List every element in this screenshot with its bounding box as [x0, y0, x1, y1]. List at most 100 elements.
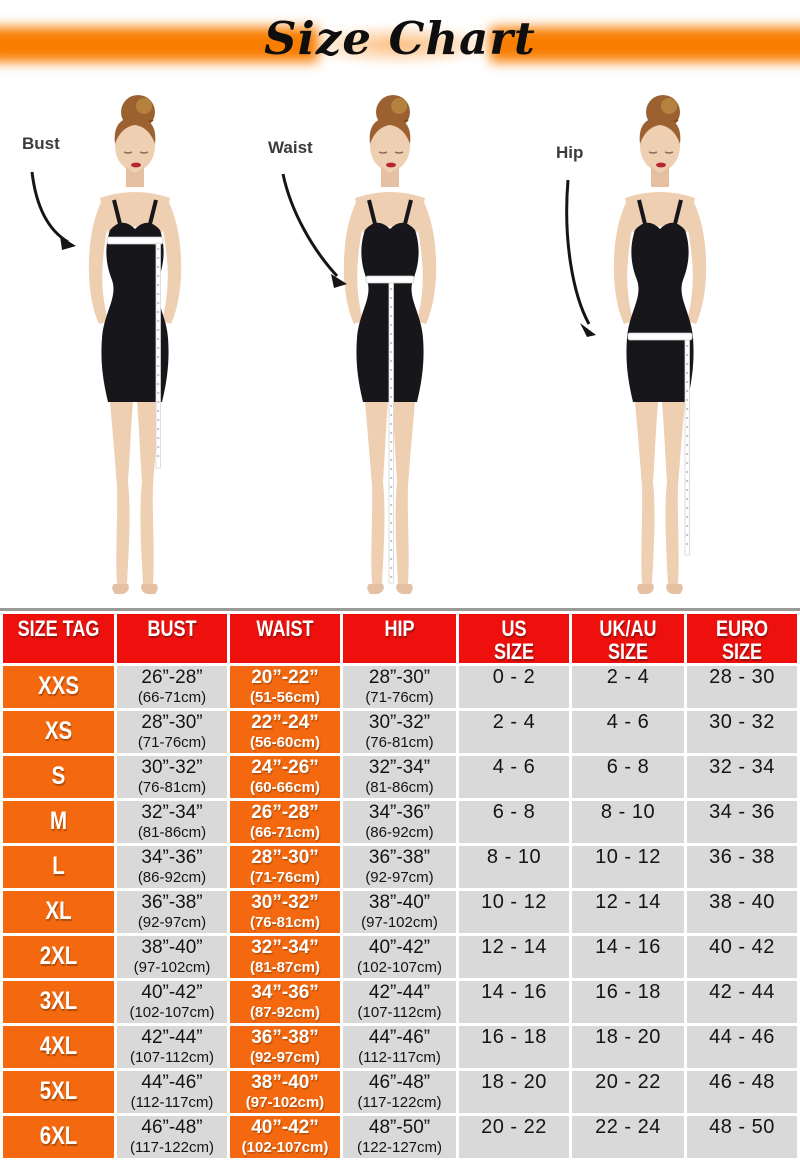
us-size-cell: 6 - 8: [459, 801, 569, 843]
us-size-value: 18 - 20: [481, 1071, 547, 1093]
bust-label: Bust: [22, 134, 60, 153]
uk-au-size-cell: 22 - 24: [572, 1116, 684, 1158]
bust-arrow: [30, 171, 76, 250]
hip-arrow: [565, 179, 596, 337]
waist-cell: 22”-24” (56-60cm): [230, 711, 340, 753]
euro-size-cell: 32 - 34: [687, 756, 797, 798]
size-tag-label: XXS: [37, 672, 80, 700]
table-row: M 32”-34” (81-86cm) 26”-28” (66-71cm) 34…: [3, 801, 797, 843]
waist-cm-value: (60-66cm): [249, 779, 321, 796]
uk-au-size-value: 16 - 18: [595, 981, 661, 1003]
us-size-value: 4 - 6: [492, 756, 536, 778]
euro-size-cell: 44 - 46: [687, 1026, 797, 1068]
waist-measuring-tape: [365, 275, 415, 584]
us-size-value: 20 - 22: [481, 1116, 547, 1138]
hip-cm-value: (71-76cm): [365, 689, 434, 706]
hip-cell: 38”-40” (97-102cm): [343, 891, 456, 933]
hip-inches-value: 48”-50”: [368, 1117, 431, 1138]
size-tag-label: XS: [44, 717, 73, 745]
us-size-cell: 2 - 4: [459, 711, 569, 753]
uk-au-size-cell: 16 - 18: [572, 981, 684, 1023]
size-tag-cell: XL: [3, 891, 114, 933]
size-tag-cell: L: [3, 846, 114, 888]
euro-size-value: 28 - 30: [709, 666, 775, 688]
hip-inches-value: 38”-40”: [368, 892, 431, 913]
bust-cell: 36”-38” (92-97cm): [117, 891, 227, 933]
hip-inches-value: 44”-46”: [368, 1027, 431, 1048]
us-size-cell: 10 - 12: [459, 891, 569, 933]
hip-inches-value: 46”-48”: [368, 1072, 431, 1093]
waist-inches-value: 34”-36”: [251, 982, 319, 1003]
header-waist: WAIST: [230, 614, 340, 663]
uk-au-size-cell: 14 - 16: [572, 936, 684, 978]
uk-au-size-cell: 8 - 10: [572, 801, 684, 843]
table-row: 2XL 38”-40” (97-102cm) 32”-34” (81-87cm)…: [3, 936, 797, 978]
euro-size-value: 32 - 34: [709, 756, 775, 778]
hip-cell: 40”-42” (102-107cm): [343, 936, 456, 978]
size-tag-cell: XS: [3, 711, 114, 753]
uk-au-size-value: 22 - 24: [595, 1116, 661, 1138]
uk-au-size-cell: 10 - 12: [572, 846, 684, 888]
bust-cm-value: (86-92cm): [137, 869, 207, 886]
bust-cm-value: (76-81cm): [137, 779, 207, 796]
us-size-cell: 16 - 18: [459, 1026, 569, 1068]
hip-inches-value: 32”-34”: [368, 757, 431, 778]
size-tag-label: M: [49, 807, 68, 835]
hip-inches-value: 40”-42”: [368, 937, 431, 958]
us-size-cell: 0 - 2: [459, 666, 569, 708]
size-tag-label: 6XL: [39, 1122, 78, 1150]
euro-size-value: 42 - 44: [709, 981, 775, 1003]
hip-inches-value: 42”-44”: [368, 982, 431, 1003]
euro-size-value: 46 - 48: [709, 1071, 775, 1093]
waist-inches-value: 20”-22”: [251, 667, 319, 688]
bust-cm-value: (71-76cm): [137, 734, 207, 751]
size-tag-label: L: [52, 852, 65, 880]
title-banner: Size Chart: [0, 0, 800, 90]
bust-cm-value: (102-107cm): [129, 1004, 215, 1021]
hip-inches-value: 36”-38”: [368, 847, 431, 868]
us-size-value: 8 - 10: [486, 846, 542, 868]
size-table-body: XXS 26”-28” (66-71cm) 20”-22” (51-56cm) …: [3, 666, 797, 1158]
hip-cm-value: (122-127cm): [356, 1139, 443, 1156]
header-bust: BUST: [117, 614, 227, 663]
uk-au-size-value: 20 - 22: [595, 1071, 661, 1093]
waist-measure-photo: Waist: [265, 90, 515, 608]
uk-au-size-value: 2 - 4: [606, 666, 650, 688]
bust-inches-value: 36”-38”: [141, 892, 203, 913]
us-size-cell: 20 - 22: [459, 1116, 569, 1158]
header-uk-au-size: UK/AU SIZE: [572, 614, 684, 663]
waist-inches-value: 40”-42”: [251, 1117, 319, 1138]
waist-label: Waist: [268, 138, 313, 157]
banner-glow: [298, 24, 502, 66]
waist-inches-value: 36”-38”: [251, 1027, 319, 1048]
header-size-tag: SIZE TAG: [3, 614, 114, 663]
bust-inches-value: 30”-32”: [141, 757, 203, 778]
waist-cell: 20”-22” (51-56cm): [230, 666, 340, 708]
size-tag-label: XL: [45, 897, 72, 925]
bust-cm-value: (97-102cm): [133, 959, 211, 976]
size-tag-cell: S: [3, 756, 114, 798]
size-tag-cell: 6XL: [3, 1116, 114, 1158]
banner-bar-left: [0, 27, 318, 62]
euro-size-value: 38 - 40: [709, 891, 775, 913]
size-tag-label: 3XL: [39, 987, 78, 1015]
hip-cell: 28”-30” (71-76cm): [343, 666, 456, 708]
hip-cell: 46”-48” (117-122cm): [343, 1071, 456, 1113]
bust-cell: 28”-30” (71-76cm): [117, 711, 227, 753]
hip-cm-value: (81-86cm): [365, 779, 434, 796]
uk-au-size-cell: 4 - 6: [572, 711, 684, 753]
euro-size-value: 40 - 42: [709, 936, 775, 958]
us-size-value: 12 - 14: [481, 936, 547, 958]
bust-inches-value: 34”-36”: [141, 847, 203, 868]
table-row: 4XL 42”-44” (107-112cm) 36”-38” (92-97cm…: [3, 1026, 797, 1068]
table-header-row: SIZE TAG BUST WAIST HIP: [3, 614, 797, 663]
waist-cm-value: (97-102cm): [245, 1094, 325, 1111]
table-row: 6XL 46”-48” (117-122cm) 40”-42” (102-107…: [3, 1116, 797, 1158]
bust-cell: 38”-40” (97-102cm): [117, 936, 227, 978]
us-size-cell: 14 - 16: [459, 981, 569, 1023]
size-tag-cell: 2XL: [3, 936, 114, 978]
waist-cell: 30”-32” (76-81cm): [230, 891, 340, 933]
waist-inches-value: 26”-28”: [251, 802, 319, 823]
table-row: 3XL 40”-42” (102-107cm) 34”-36” (87-92cm…: [3, 981, 797, 1023]
